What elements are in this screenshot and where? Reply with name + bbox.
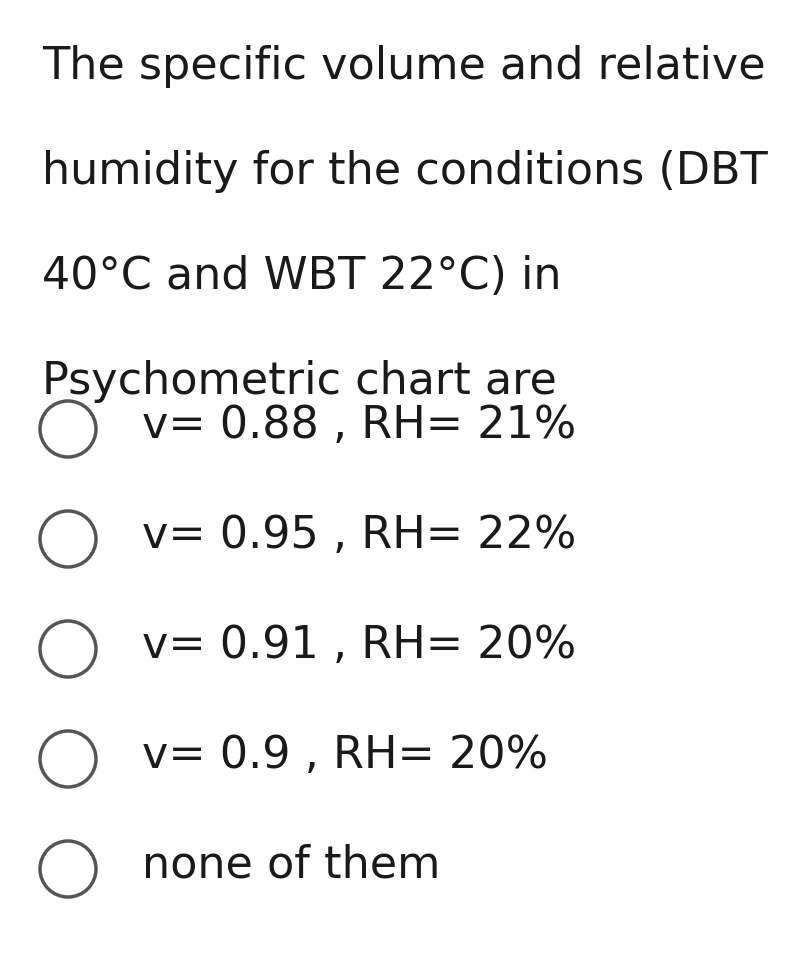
Text: v= 0.88 , RH= 21%: v= 0.88 , RH= 21% — [142, 404, 576, 447]
Text: 40°C and WBT 22°C) in: 40°C and WBT 22°C) in — [42, 255, 562, 298]
Text: v= 0.95 , RH= 22%: v= 0.95 , RH= 22% — [142, 514, 576, 557]
Text: v= 0.91 , RH= 20%: v= 0.91 , RH= 20% — [142, 623, 576, 666]
Text: v= 0.9 , RH= 20%: v= 0.9 , RH= 20% — [142, 733, 548, 776]
Text: none of them: none of them — [142, 844, 440, 887]
Text: humidity for the conditions (DBT: humidity for the conditions (DBT — [42, 150, 768, 193]
Text: The specific volume and relative: The specific volume and relative — [42, 45, 766, 88]
Text: Psychometric chart are: Psychometric chart are — [42, 360, 557, 403]
